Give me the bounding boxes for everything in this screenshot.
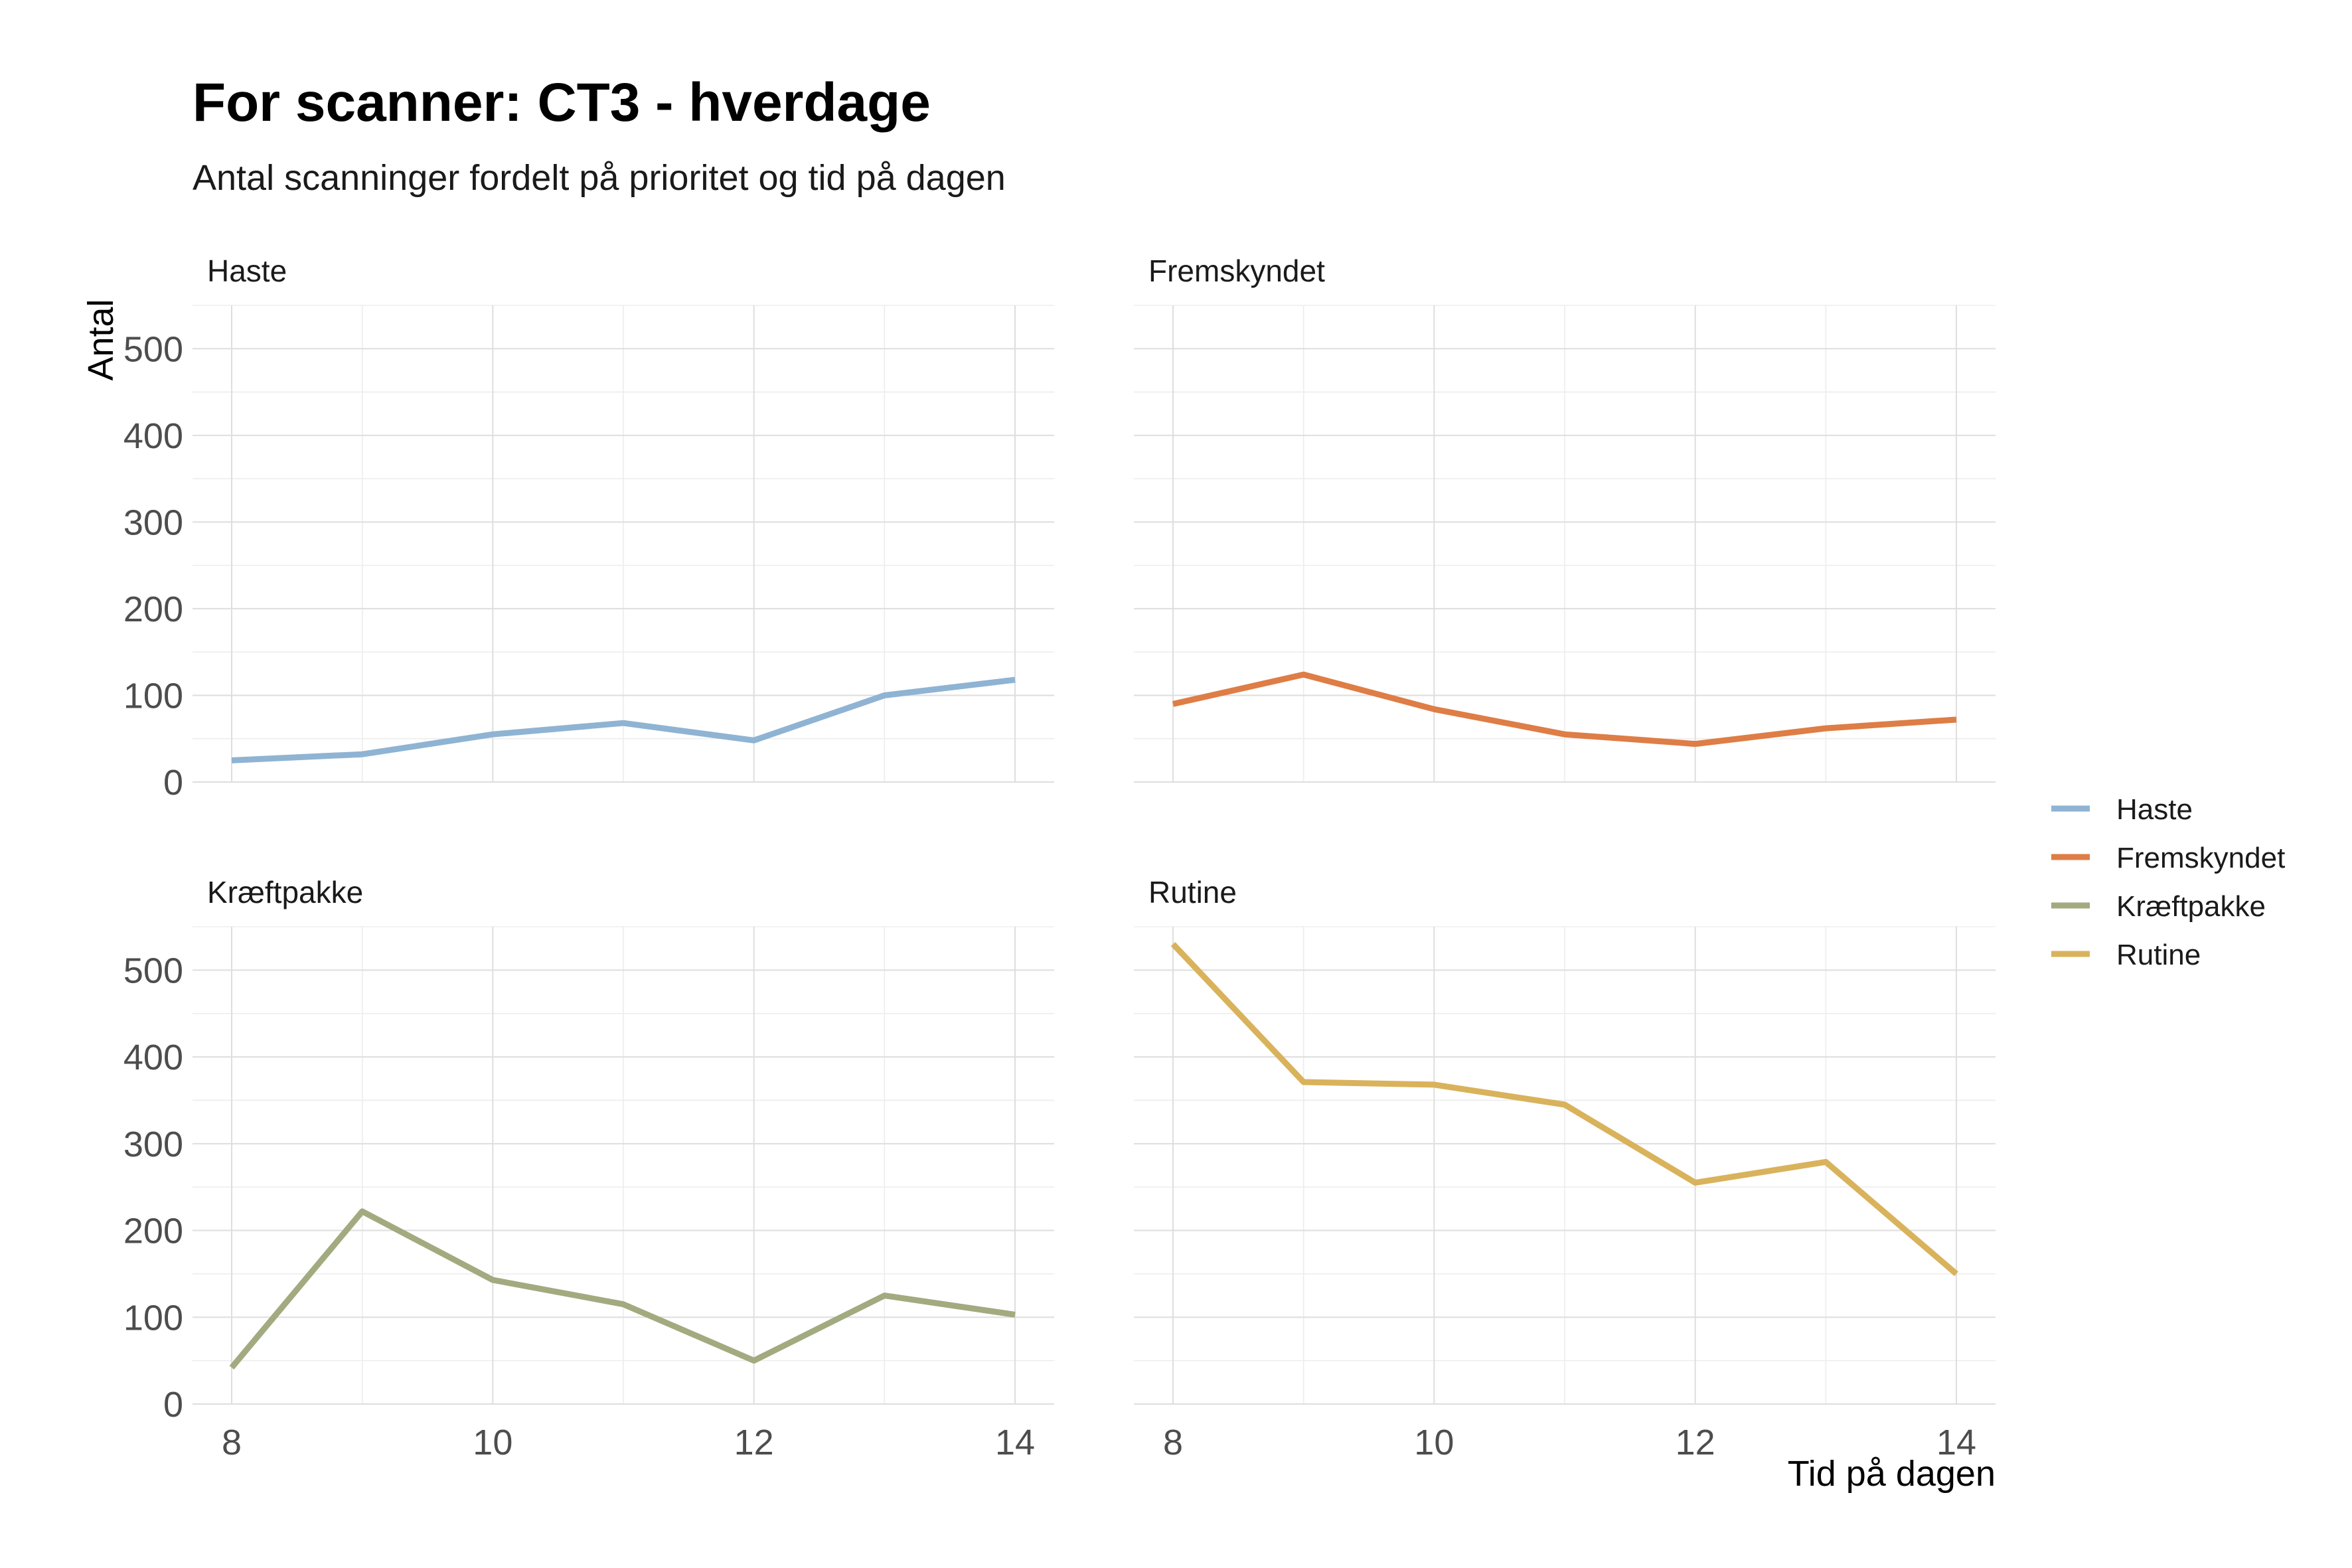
facet-label: Haste (207, 254, 287, 288)
series-line-haste (231, 676, 1016, 763)
y-tick-label: 0 (163, 763, 183, 803)
x-tick-label: 8 (222, 1423, 242, 1462)
series-line-fremskyndet (1172, 671, 1957, 747)
x-tick-label: 8 (1163, 1423, 1183, 1462)
panel-rutine: Rutine 8 10 12 14 (1134, 875, 1996, 1462)
series-line-rutine (1170, 942, 1958, 1277)
facet-label: Kræftpakke (207, 875, 363, 909)
facet-panels: Haste0100200300400500FremskyndetKræftpak… (123, 254, 1996, 1462)
panel-haste: Haste 0 100 200 300 400 500 (123, 254, 1054, 803)
y-tick-label: 100 (123, 1298, 183, 1338)
x-tick-label: 10 (1414, 1423, 1454, 1462)
legend-label: Kræftpakke (2116, 890, 2266, 923)
x-tick-label: 12 (734, 1423, 774, 1462)
y-tick-label: 300 (123, 1125, 183, 1164)
panel-kræftpakke: Kræftpakke 0 100 200 300 400 500 8 10 12 14 (123, 875, 1054, 1462)
legend-label: Rutine (2116, 939, 2201, 971)
x-tick-label: 12 (1676, 1423, 1715, 1462)
panel-fremskyndet: Fremskyndet (1134, 254, 1996, 783)
chart-subtitle: Antal scanninger fordelt på prioritet og… (193, 158, 1006, 198)
x-axis-title: Tid på dagen (1788, 1454, 1996, 1494)
legend-label: Haste (2116, 793, 2193, 826)
series-line-kræftpakke (229, 1208, 1016, 1370)
y-tick-label: 300 (123, 503, 183, 542)
y-tick-label: 400 (123, 416, 183, 456)
y-tick-label: 100 (123, 676, 183, 716)
y-tick-label: 200 (123, 589, 183, 629)
y-tick-label: 400 (123, 1038, 183, 1077)
y-tick-label: 200 (123, 1212, 183, 1251)
x-tick-label: 14 (1936, 1423, 1976, 1462)
chart-title: For scanner: CT3 - hverdage (193, 72, 931, 133)
x-tick-label: 14 (995, 1423, 1035, 1462)
legend-label: Fremskyndet (2116, 842, 2285, 874)
y-tick-label: 500 (123, 329, 183, 369)
facet-label: Rutine (1148, 875, 1237, 909)
x-tick-label: 10 (473, 1423, 512, 1462)
facet-label: Fremskyndet (1148, 254, 1325, 288)
y-axis-title: Antal (81, 299, 121, 380)
y-tick-label: 500 (123, 951, 183, 990)
y-tick-label: 0 (163, 1385, 183, 1425)
legend: Haste Fremskyndet Kræftpakke Rutine (2051, 793, 2285, 971)
